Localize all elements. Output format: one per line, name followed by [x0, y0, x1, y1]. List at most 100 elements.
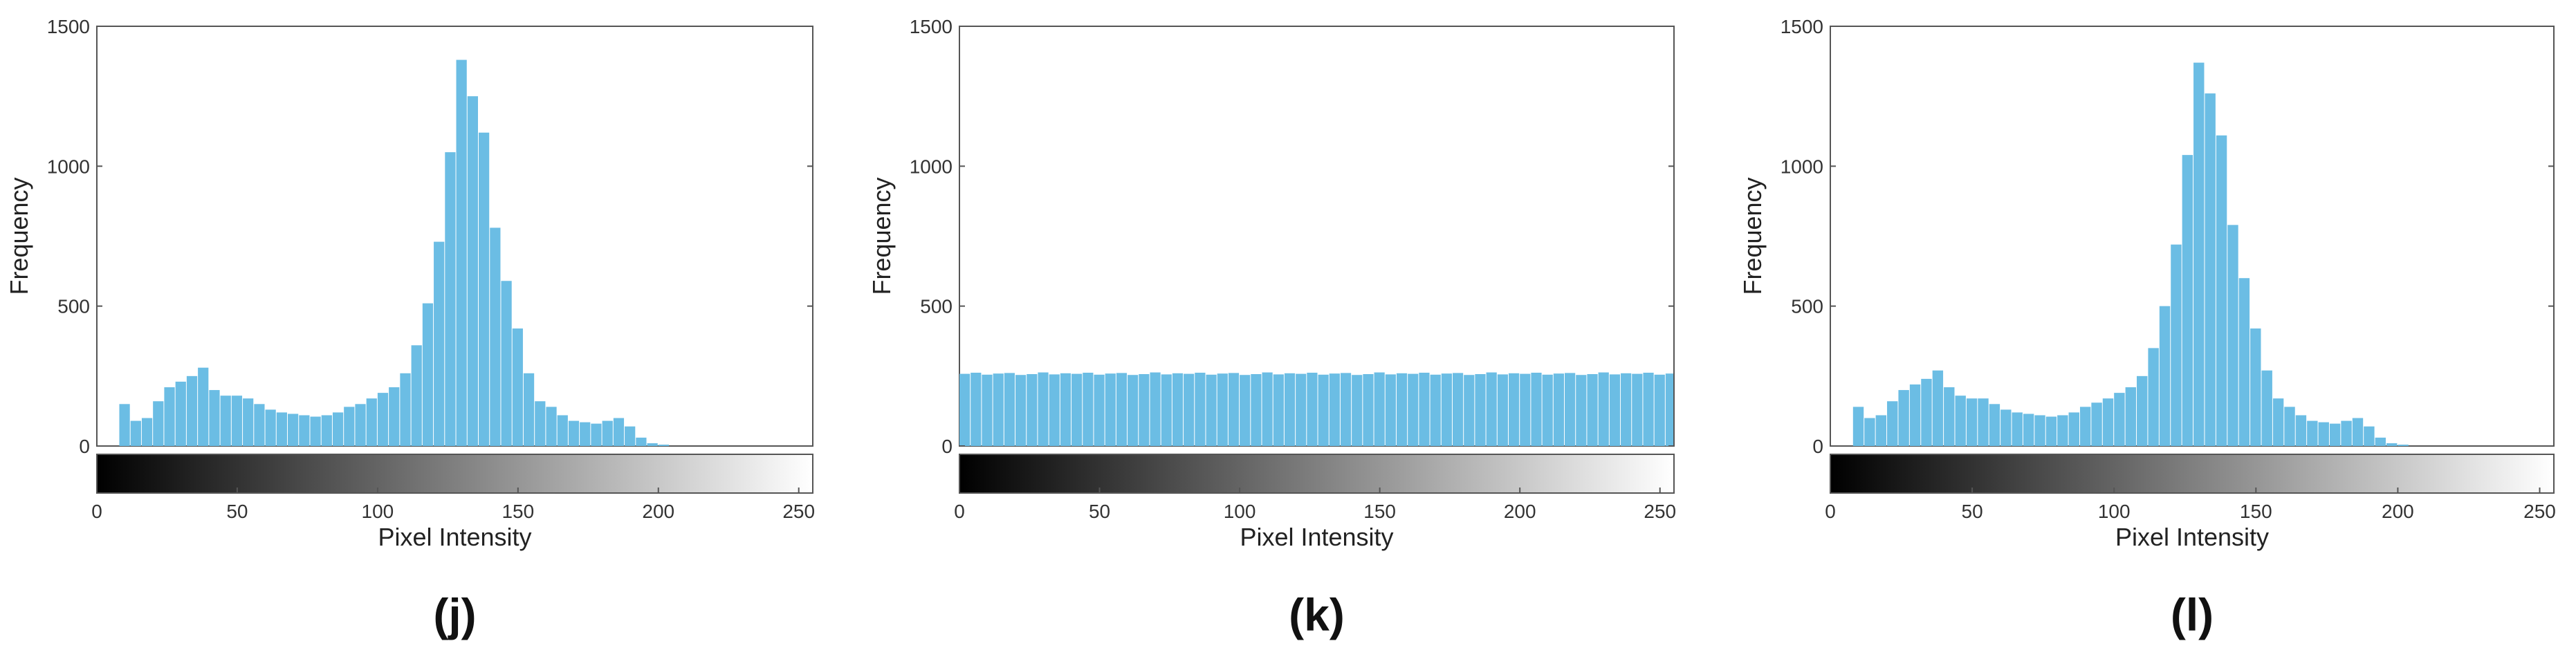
histogram-bar: [2000, 409, 2012, 446]
histogram-bar: [2023, 414, 2034, 446]
histogram-bar: [647, 443, 658, 446]
histogram-bar: [2034, 415, 2045, 446]
histogram-bar: [2114, 393, 2125, 446]
histogram-bar: [2295, 415, 2307, 446]
histogram-bar: [2250, 328, 2261, 446]
histogram-bar: [1015, 375, 1027, 446]
histogram-bar: [490, 228, 501, 446]
histogram-bar: [119, 404, 130, 446]
histogram-bar: [535, 401, 546, 446]
histogram-bar: [1598, 372, 1609, 446]
histogram-bar: [1206, 374, 1217, 446]
x-tick-label: 0: [1825, 501, 1836, 522]
histogram-bar: [1553, 373, 1565, 446]
histogram-bar: [546, 407, 557, 446]
x-tick-label: 150: [502, 501, 534, 522]
histogram-bar: [2102, 398, 2114, 446]
histogram-bar: [1094, 374, 1105, 446]
histogram-bar: [2307, 420, 2318, 446]
histogram-bar: [1486, 372, 1497, 446]
histogram-bar: [1430, 374, 1441, 446]
histogram-bar: [1542, 374, 1553, 446]
histogram-bar: [175, 381, 186, 446]
histogram-bar: [2125, 387, 2137, 446]
histogram-bar: [130, 420, 141, 446]
histogram-bar: [198, 367, 209, 446]
histogram-bar: [1408, 373, 1419, 446]
histogram-bar: [1955, 396, 1966, 446]
histogram-bar: [400, 373, 411, 446]
histogram-bar: [153, 401, 164, 446]
histogram-bar: [1262, 372, 1273, 446]
histogram-bar: [1251, 374, 1262, 446]
histogram-bar: [512, 328, 523, 446]
histogram-bar: [1565, 373, 1576, 446]
histogram-bar: [2057, 415, 2068, 446]
x-tick-label: 0: [954, 501, 965, 522]
histogram-bar: [501, 281, 512, 446]
histogram-bar: [1587, 374, 1598, 446]
x-tick-label: 250: [1644, 501, 1676, 522]
histogram-bar: [456, 59, 467, 446]
histogram-bar: [1340, 373, 1352, 446]
histogram-bar: [2068, 412, 2079, 446]
histogram-bar: [1452, 373, 1464, 446]
histogram-bar: [2261, 370, 2272, 446]
histogram-bar: [2045, 416, 2057, 446]
histogram-bar: [231, 396, 243, 446]
y-tick-label: 0: [79, 436, 90, 457]
y-tick-label: 500: [1791, 296, 1823, 317]
histogram-bar: [1887, 401, 1898, 446]
histogram-bar: [982, 374, 993, 446]
histogram-bar: [1027, 374, 1038, 446]
histogram-bar: [299, 415, 310, 446]
histogram-bar: [2272, 398, 2284, 446]
histogram-bar: [2159, 306, 2171, 446]
histogram-bar: [1284, 373, 1296, 446]
histogram-bar: [1643, 372, 1654, 446]
histogram-bar: [2171, 244, 2182, 446]
y-tick-label: 500: [920, 296, 953, 317]
histogram-bar: [1852, 407, 1864, 446]
histogram-bar: [523, 373, 535, 446]
histogram-bar: [1609, 374, 1621, 446]
histogram-bar: [1875, 415, 1887, 446]
x-tick-label: 100: [362, 501, 394, 522]
y-tick-label: 500: [57, 296, 90, 317]
y-tick-label: 0: [941, 436, 953, 457]
histogram-bar: [209, 390, 220, 446]
histogram-bar: [557, 415, 568, 446]
histogram-bar: [355, 404, 366, 446]
histogram-bar: [344, 407, 355, 446]
histogram-bar: [959, 373, 970, 446]
panel-label: (j): [433, 589, 476, 640]
x-axis-title: Pixel Intensity: [378, 523, 531, 551]
histogram-panel-0: 0 500 1000 1500 Frequency 0 50 100 150 200 250 Pixe…: [5, 16, 815, 640]
histogram-bar: [2329, 423, 2341, 446]
histogram-bar: [141, 418, 153, 446]
histogram-bar: [265, 409, 276, 446]
histogram-bar: [186, 375, 198, 446]
histogram-bar: [993, 373, 1004, 446]
x-axis-title: Pixel Intensity: [2115, 523, 2269, 551]
histogram-bar: [1038, 372, 1049, 446]
histogram-bar: [411, 345, 422, 446]
histogram-bar: [970, 372, 982, 446]
histogram-bar: [2137, 375, 2148, 446]
histogram-bar: [1621, 373, 1632, 446]
histogram-bar: [1531, 372, 1542, 446]
histogram-bar: [625, 426, 636, 446]
histogram-bar: [1217, 373, 1228, 446]
y-tick-label: 0: [1812, 436, 1823, 457]
histogram-bar: [2398, 444, 2409, 446]
x-axis-title: Pixel Intensity: [1240, 523, 1393, 551]
histogram-bar: [2386, 443, 2398, 446]
histogram-bar: [1374, 372, 1385, 446]
histogram-bar: [1139, 374, 1150, 446]
intensity-colorbar: [96, 454, 813, 494]
histogram-bar: [613, 418, 625, 446]
histogram-bar: [1978, 398, 1989, 446]
histogram-bar: [445, 152, 456, 446]
histogram-bar: [1464, 375, 1475, 446]
